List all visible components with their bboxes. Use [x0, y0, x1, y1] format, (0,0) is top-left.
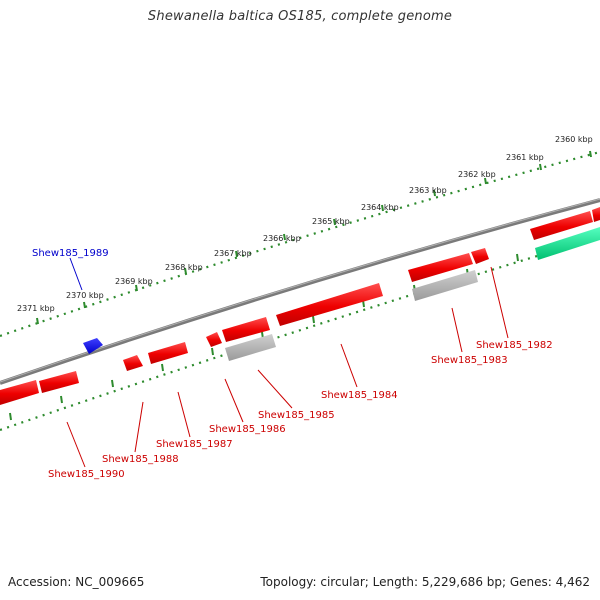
gene-label-shew185-1983[interactable]: Shew185_1983: [431, 355, 508, 366]
gene-arrow[interactable]: [530, 211, 593, 240]
scale-label: 2369 kbp: [115, 277, 153, 286]
gene-label-shew185-1982[interactable]: Shew185_1982: [476, 340, 553, 351]
scale-label: 2360 kbp: [555, 135, 593, 144]
gene-label-shew185-1987[interactable]: Shew185_1987: [156, 439, 233, 450]
scale-label: 2371 kbp: [17, 304, 55, 313]
gene-label-shew185-1988[interactable]: Shew185_1988: [102, 454, 179, 465]
topology-text: Topology: circular; Length: 5,229,686 bp…: [260, 575, 590, 589]
outer-scale-ring: [0, 150, 600, 338]
map-title: Shewanella baltica OS185, complete genom…: [147, 9, 453, 24]
gene-arrow[interactable]: [39, 371, 79, 393]
gene-arrow[interactable]: [471, 248, 489, 264]
scale-label: 2361 kbp: [506, 153, 544, 162]
accession-text: Accession: NC_009665: [8, 575, 145, 589]
gene-label-shew185-1990[interactable]: Shew185_1990: [48, 469, 125, 480]
scale-labels: 2360 kbp 2361 kbp 2362 kbp 2363 kbp 2364…: [17, 135, 593, 313]
gene-arrow[interactable]: [0, 380, 39, 405]
rna-gene-arrow[interactable]: [535, 227, 600, 260]
gene-labels: Shew185_1982 Shew185_1983 Shew185_1984 S…: [32, 248, 553, 480]
gene-arrow[interactable]: [148, 342, 188, 364]
scale-label: 2367 kbp: [214, 249, 252, 258]
gene-arrow[interactable]: [206, 332, 222, 347]
gene-arrow[interactable]: [276, 283, 383, 326]
genome-backbone: [0, 198, 600, 385]
outer-major-ticks: [36, 150, 592, 325]
gene-label-shew185-1986[interactable]: Shew185_1986: [209, 424, 286, 435]
gene-label-shew185-1989[interactable]: Shew185_1989: [32, 248, 109, 259]
highlighted-gene-arrow[interactable]: [83, 338, 103, 354]
pseudo-gene-arrow[interactable]: [412, 270, 478, 301]
scale-label: 2368 kbp: [165, 263, 203, 272]
scale-label: 2364 kbp: [361, 203, 399, 212]
gene-arrow[interactable]: [222, 317, 270, 342]
scale-label: 2362 kbp: [458, 170, 496, 179]
gene-label-shew185-1985[interactable]: Shew185_1985: [258, 410, 335, 421]
gene-label-shew185-1984[interactable]: Shew185_1984: [321, 390, 398, 401]
gene-arrow[interactable]: [408, 253, 473, 282]
gene-features[interactable]: [0, 207, 600, 405]
gene-arrow[interactable]: [592, 207, 600, 222]
gene-arrow[interactable]: [123, 355, 143, 371]
pseudo-gene-arrow[interactable]: [225, 334, 276, 361]
inner-major-ticks: [9, 239, 569, 421]
scale-label: 2363 kbp: [409, 186, 447, 195]
scale-label: 2370 kbp: [66, 291, 104, 300]
label-leader-lines: [66, 257, 509, 468]
scale-label: 2365 kbp: [312, 217, 350, 226]
genome-backbone-highlight: [0, 198, 600, 383]
scale-label: 2366 kbp: [263, 234, 301, 243]
inner-scale-ring: [0, 235, 600, 432]
